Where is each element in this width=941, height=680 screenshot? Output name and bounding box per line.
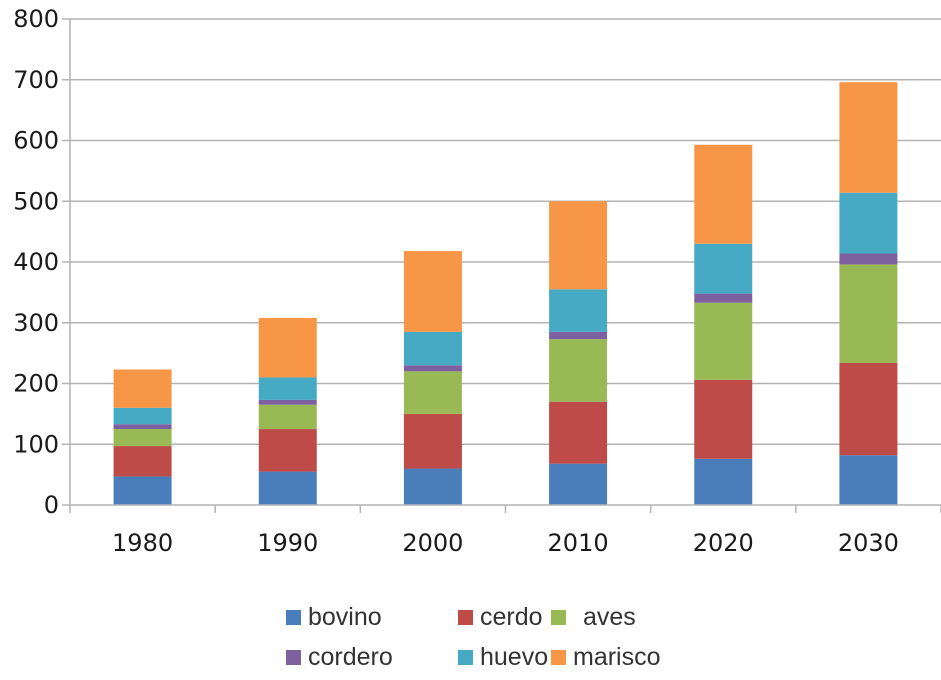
bar-segment-marisco-2020 <box>694 144 753 244</box>
legend-item-huevo: huevo <box>458 643 548 672</box>
legend-label-cordero: cordero <box>308 643 393 671</box>
bars <box>113 82 898 505</box>
legend-label-bovino: bovino <box>308 603 382 631</box>
legend-swatch-huevo <box>458 650 473 665</box>
x-tick-label: 1980 <box>112 529 173 557</box>
legend-item-cerdo: cerdo <box>458 603 543 632</box>
legend-swatch-marisco <box>551 650 566 665</box>
bar-segment-aves-1980 <box>113 429 172 447</box>
bar-segment-cordero-1990 <box>258 399 317 405</box>
y-tick-label: 700 <box>13 66 59 94</box>
legend-swatch-cordero <box>286 650 301 665</box>
y-tick-label: 400 <box>13 248 59 276</box>
bar-segment-bovino-2010 <box>549 463 608 505</box>
bar-segment-cerdo-2030 <box>839 362 898 456</box>
y-axis: 0 100 200 300 400 500 600 700 800 <box>13 5 71 519</box>
y-tick-label: 800 <box>13 5 59 33</box>
x-tick-label: 1990 <box>257 529 318 557</box>
bar-segment-cerdo-2010 <box>549 401 608 464</box>
legend-item-cordero: cordero <box>286 643 393 672</box>
y-tick-label: 500 <box>13 187 59 215</box>
y-tick-label: 600 <box>13 127 59 155</box>
legend-item-bovino: bovino <box>286 603 382 632</box>
bar-segment-cerdo-2000 <box>403 413 462 469</box>
x-tick-label: 2030 <box>838 529 899 557</box>
stacked-bar-chart: 0 100 200 300 400 500 600 700 800 1980 1990 2000 20… <box>13 5 941 557</box>
bar-segment-cordero-2000 <box>403 365 462 372</box>
x-tick-label: 2010 <box>548 529 609 557</box>
bar-segment-bovino-2020 <box>694 458 753 505</box>
bar-segment-bovino-2030 <box>839 455 898 505</box>
legend-label-marisco: marisco <box>573 643 661 671</box>
bar-segment-bovino-2000 <box>403 468 462 505</box>
legend-label-aves: aves <box>583 603 636 631</box>
bar-segment-bovino-1980 <box>113 476 172 505</box>
bar-segment-marisco-1980 <box>113 369 172 408</box>
bar-segment-cordero-2030 <box>839 253 898 265</box>
bar-segment-aves-2000 <box>403 371 462 414</box>
x-tick-label: 2020 <box>693 529 754 557</box>
bar-segment-cerdo-1980 <box>113 446 172 477</box>
bar-segment-marisco-2010 <box>549 201 608 290</box>
x-tick-label: 2000 <box>402 529 463 557</box>
bar-segment-aves-2030 <box>839 264 898 363</box>
bar-segment-aves-2010 <box>549 339 608 402</box>
legend-label-cerdo: cerdo <box>480 603 543 631</box>
y-tick-label: 300 <box>13 309 59 337</box>
y-tick-label: 100 <box>13 430 59 458</box>
bar-segment-huevo-2020 <box>694 243 753 294</box>
bar-segment-bovino-1990 <box>258 471 317 505</box>
bar-segment-huevo-2010 <box>549 289 608 332</box>
legend-label-huevo: huevo <box>480 643 549 671</box>
bar-segment-aves-1990 <box>258 404 317 430</box>
bar-segment-aves-2020 <box>694 302 753 380</box>
bar-segment-huevo-2000 <box>403 331 462 366</box>
y-tick-label: 0 <box>44 491 59 519</box>
bar-segment-huevo-2030 <box>839 192 898 254</box>
bar-segment-cerdo-1990 <box>258 429 317 472</box>
y-tick-label: 200 <box>13 370 59 398</box>
bar-segment-cordero-2020 <box>694 293 753 303</box>
bar-segment-cerdo-2020 <box>694 379 753 459</box>
bar-segment-huevo-1990 <box>258 377 317 400</box>
legend-item-marisco: marisco <box>551 643 661 672</box>
legend-swatch-cerdo <box>458 610 473 625</box>
bar-segment-cordero-1980 <box>113 424 172 430</box>
legend-swatch-aves <box>551 610 566 625</box>
x-axis: 1980 1990 2000 2010 2020 2030 <box>69 504 941 557</box>
bar-segment-marisco-2030 <box>839 82 898 193</box>
legend-swatch-bovino <box>286 610 301 625</box>
bar-segment-huevo-1980 <box>113 407 172 425</box>
gridlines <box>70 18 941 445</box>
bar-segment-marisco-2000 <box>403 251 462 332</box>
bar-segment-marisco-1990 <box>258 317 317 378</box>
bar-segment-cordero-2010 <box>549 331 608 340</box>
legend-item-aves: aves <box>551 603 636 632</box>
legend: bovino cerdo aves cordero huevo marisco <box>283 600 743 680</box>
